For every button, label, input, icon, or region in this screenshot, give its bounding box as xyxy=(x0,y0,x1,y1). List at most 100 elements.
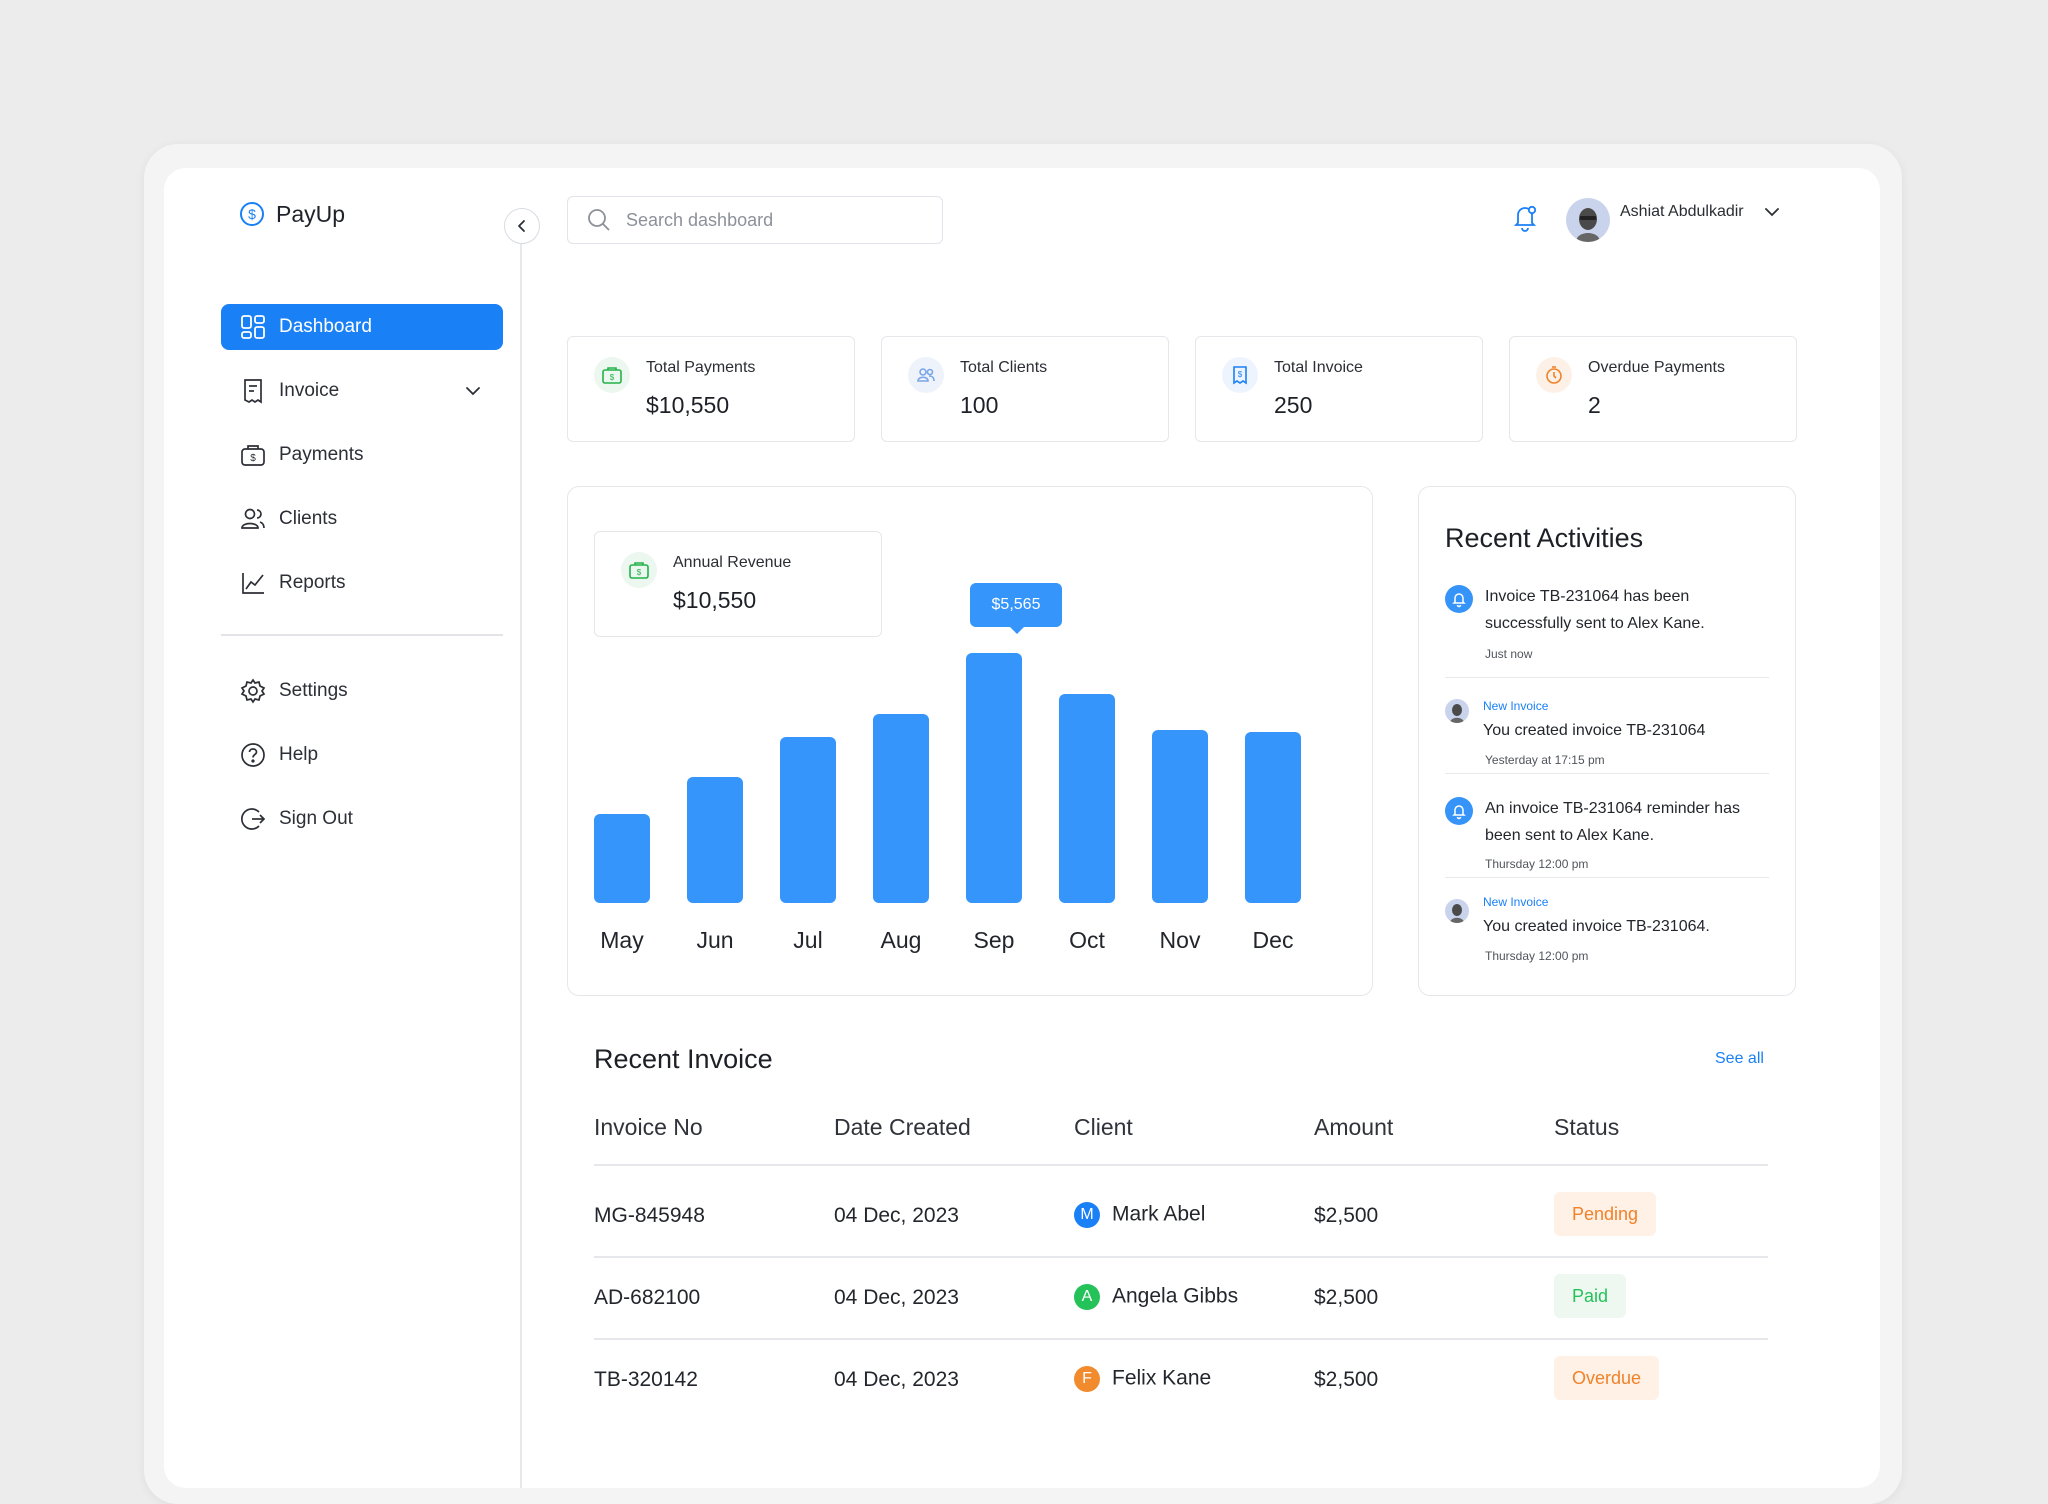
invoice-client: M Mark Abel xyxy=(1074,1202,1205,1228)
column-header-amount[interactable]: Amount xyxy=(1314,1114,1394,1140)
sidebar-item-invoice[interactable]: Invoice xyxy=(221,368,503,414)
receipt-icon xyxy=(244,379,262,404)
stat-card-total-payments: $ Total Payments $10,550 xyxy=(567,336,855,442)
activity-text: You created invoice TB-231064 xyxy=(1483,722,1706,739)
chevron-down-icon[interactable] xyxy=(463,381,483,401)
invoice-number[interactable]: AD-682100 xyxy=(594,1286,701,1309)
invoice-client: A Angela Gibbs xyxy=(1074,1284,1238,1310)
gear-icon xyxy=(240,678,266,704)
row-divider xyxy=(594,1256,1768,1258)
client-avatar: M xyxy=(1074,1202,1100,1228)
bar-jul[interactable] xyxy=(780,737,836,903)
activity-item[interactable]: New Invoice You created invoice TB-23106… xyxy=(1445,879,1769,973)
column-header-invoice-no[interactable]: Invoice No xyxy=(594,1114,703,1140)
collapse-sidebar-button[interactable] xyxy=(504,208,540,244)
search-box[interactable] xyxy=(567,196,943,244)
user-menu[interactable]: Ashiat Abdulkadir xyxy=(1566,198,1782,242)
invoice-client: F Felix Kane xyxy=(1074,1366,1211,1392)
bar-may[interactable] xyxy=(594,814,650,903)
stat-card-total-clients: Total Clients 100 xyxy=(881,336,1169,442)
user-avatar-icon xyxy=(1450,704,1464,723)
avatar xyxy=(1445,899,1469,923)
chevron-down-icon[interactable] xyxy=(1762,202,1782,222)
bar-aug[interactable] xyxy=(873,714,929,903)
activity-time: Just now xyxy=(1485,647,1533,661)
bar-tooltip: $5,565 xyxy=(970,583,1062,634)
invoice-amount: $2,500 xyxy=(1314,1368,1379,1391)
sidebar-item-label: Payments xyxy=(279,444,364,465)
sidebar-item-dashboard[interactable]: Dashboard xyxy=(221,304,503,350)
status-badge: Paid xyxy=(1554,1274,1627,1318)
svg-text:$: $ xyxy=(248,206,256,222)
summary-value: $10,550 xyxy=(673,587,757,613)
bar-oct[interactable] xyxy=(1059,694,1115,903)
sidebar-item-sign-out[interactable]: Sign Out xyxy=(221,796,503,842)
stat-card-overdue-payments: Overdue Payments 2 xyxy=(1509,336,1797,442)
user-avatar-icon xyxy=(1450,904,1464,923)
invoice-number[interactable]: MG-845948 xyxy=(594,1204,705,1227)
sidebar-item-label: Sign Out xyxy=(279,808,353,829)
brand-name: PayUp xyxy=(276,200,346,227)
month-label-sep: Sep xyxy=(973,927,1015,953)
dashboard-grid-icon xyxy=(241,315,265,339)
sidebar-item-label: Clients xyxy=(279,508,338,529)
app-window: $ PayUp Dashboard Invoice $ Pa xyxy=(164,168,1880,1488)
dollar-coin-icon: $ xyxy=(240,202,264,226)
activity-text: Invoice TB-231064 has been successfully … xyxy=(1485,588,1705,632)
activity-item[interactable]: Invoice TB-231064 has been successfully … xyxy=(1445,583,1769,678)
activity-item[interactable]: An invoice TB-231064 reminder has been s… xyxy=(1445,775,1769,878)
column-header-date-created[interactable]: Date Created xyxy=(834,1114,971,1140)
bar-nov[interactable] xyxy=(1152,730,1208,903)
month-label-nov: Nov xyxy=(1159,927,1201,953)
column-header-client[interactable]: Client xyxy=(1074,1114,1133,1140)
see-all-link[interactable]: See all xyxy=(1715,1050,1764,1067)
sidebar-item-settings[interactable]: Settings xyxy=(221,668,503,714)
bar-sep[interactable] xyxy=(966,653,1022,903)
clock-alert-icon xyxy=(1536,357,1572,393)
sidebar-item-label: Reports xyxy=(279,572,346,593)
activity-time: Yesterday at 17:15 pm xyxy=(1485,753,1605,767)
client-name: Mark Abel xyxy=(1112,1202,1206,1226)
stat-value: 100 xyxy=(960,392,999,418)
stat-label: Total Clients xyxy=(960,359,1048,376)
svg-text:$: $ xyxy=(610,373,615,382)
month-label-dec: Dec xyxy=(1252,927,1294,953)
stat-label: Overdue Payments xyxy=(1588,359,1725,376)
recent-activities-card: Recent Activities Invoice TB-231064 has … xyxy=(1418,486,1796,996)
stat-value: 2 xyxy=(1588,392,1601,418)
activity-text: You created invoice TB-231064. xyxy=(1483,918,1710,935)
month-label-oct: Oct xyxy=(1069,927,1105,953)
wallet-icon: $ xyxy=(621,552,657,588)
month-label-jun: Jun xyxy=(696,927,734,953)
sidebar-item-label: Settings xyxy=(279,680,348,701)
invoice-number[interactable]: TB-320142 xyxy=(594,1368,698,1391)
bar-dec[interactable] xyxy=(1245,732,1301,903)
invoice-icon: $ xyxy=(1222,357,1258,393)
sidebar-item-clients[interactable]: Clients xyxy=(221,496,503,542)
sidebar-item-help[interactable]: Help xyxy=(221,732,503,778)
activity-item[interactable]: New Invoice You created invoice TB-23106… xyxy=(1445,679,1769,774)
search-input[interactable] xyxy=(624,208,928,232)
help-circle-icon xyxy=(241,743,265,767)
activity-time: Thursday 12:00 pm xyxy=(1485,949,1589,963)
notification-bell-icon[interactable] xyxy=(1510,202,1540,232)
client-avatar: A xyxy=(1074,1284,1100,1310)
chevron-left-icon xyxy=(518,220,525,232)
brand[interactable]: $ PayUp xyxy=(238,200,345,228)
wallet-icon: $ xyxy=(594,357,630,393)
annual-revenue-chart-card: May Jun Jul Aug Sep Oct Nov Dec $ Annual Revenu… xyxy=(567,486,1373,996)
sidebar-item-payments[interactable]: $ Payments xyxy=(221,432,503,478)
invoice-date: 04 Dec, 2023 xyxy=(834,1204,959,1227)
column-header-status[interactable]: Status xyxy=(1554,1114,1620,1140)
sidebar-item-label: Help xyxy=(279,744,319,765)
invoice-amount: $2,500 xyxy=(1314,1204,1379,1227)
sidebar-item-reports[interactable]: Reports xyxy=(221,560,503,606)
avatar xyxy=(1566,198,1610,242)
nav-separator xyxy=(221,634,503,636)
chart-line-icon xyxy=(242,573,264,594)
svg-text:$: $ xyxy=(637,568,642,577)
stat-card-total-invoice: $ Total Invoice 250 xyxy=(1195,336,1483,442)
table-header-divider xyxy=(594,1164,1768,1166)
bar-jun[interactable] xyxy=(687,777,743,903)
search-icon xyxy=(588,209,610,231)
